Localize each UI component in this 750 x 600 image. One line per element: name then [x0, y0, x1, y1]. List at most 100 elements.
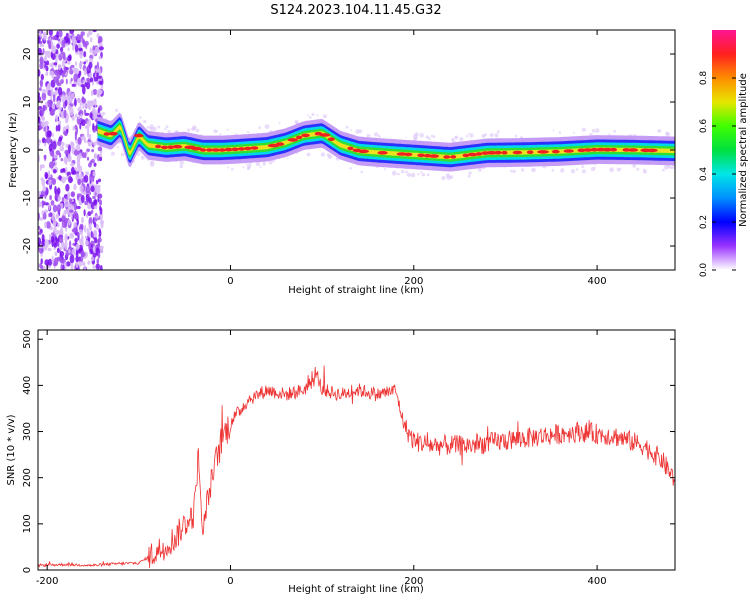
- halo-speck: [262, 161, 267, 166]
- halo-speck: [558, 131, 562, 134]
- halo-speck: [268, 160, 273, 165]
- noise-speck: [94, 186, 99, 193]
- noise-speck: [57, 100, 61, 108]
- noise-speck: [93, 76, 98, 82]
- noise-speck: [55, 125, 59, 132]
- noise-speck: [74, 213, 78, 220]
- y-tick-label: 400: [22, 376, 33, 395]
- noise-speck: [96, 258, 100, 264]
- noise-speck: [98, 178, 101, 183]
- noise-speck: [100, 84, 104, 89]
- halo-speck: [320, 152, 326, 157]
- halo-speck: [120, 152, 125, 157]
- halo-speck: [391, 170, 397, 176]
- noise-speck: [57, 140, 62, 147]
- halo-speck: [570, 169, 576, 174]
- noise-speck: [89, 133, 92, 141]
- halo-speck: [278, 122, 281, 125]
- halo-speck: [294, 119, 299, 124]
- halo-speck: [468, 171, 472, 175]
- noise-speck: [73, 183, 77, 191]
- noise-speck: [69, 198, 72, 204]
- ridge-peak: [155, 144, 162, 149]
- noise-speck: [73, 221, 77, 228]
- noise-speck: [65, 176, 69, 181]
- noise-speck: [79, 50, 83, 59]
- noise-speck: [93, 221, 97, 228]
- noise-speck: [85, 43, 88, 50]
- noise-speck: [83, 109, 87, 114]
- noise-speck: [69, 30, 75, 34]
- noise-speck: [41, 116, 45, 121]
- halo-speck: [377, 134, 381, 138]
- halo-speck: [400, 169, 405, 174]
- halo-speck: [459, 137, 464, 142]
- noise-speck: [74, 132, 77, 142]
- noise-speck: [83, 51, 87, 58]
- noise-speck: [39, 217, 44, 221]
- noise-speck: [48, 213, 52, 218]
- halo-speck: [349, 167, 352, 170]
- noise-speck: [85, 186, 91, 194]
- noise-speck: [52, 140, 57, 150]
- noise-speck: [39, 194, 44, 198]
- noise-speck: [68, 218, 71, 226]
- noise-speck: [56, 43, 60, 49]
- halo-speck: [662, 168, 665, 172]
- noise-speck: [69, 69, 74, 75]
- noise-speck: [88, 61, 93, 69]
- ridge-peak: [296, 135, 303, 140]
- noise-speck: [38, 47, 42, 56]
- noise-speck: [81, 216, 84, 224]
- colorbar-tick-label: 0.0: [699, 263, 709, 278]
- halo-speck: [581, 127, 587, 132]
- ridge-peak: [319, 133, 331, 137]
- noise-speck: [70, 141, 75, 148]
- noise-speck: [95, 215, 100, 219]
- noise-speck: [56, 247, 60, 253]
- halo-speck: [345, 125, 349, 129]
- noise-speck: [70, 93, 75, 99]
- noise-speck: [49, 63, 53, 67]
- noise-speck: [44, 239, 50, 248]
- colorbar-tick-label: 0.8: [699, 71, 709, 86]
- noise-speck: [82, 261, 86, 267]
- noise-speck: [93, 205, 98, 210]
- noise-speck: [93, 72, 96, 79]
- noise-speck: [92, 265, 97, 269]
- noise-speck: [38, 107, 41, 111]
- ridge-peak: [404, 152, 413, 157]
- colorbar-tick-label: 0.4: [699, 167, 709, 182]
- noise-speck: [38, 237, 42, 246]
- noise-speck: [97, 240, 100, 249]
- noise-speck: [74, 237, 78, 243]
- noise-speck: [58, 235, 64, 244]
- halo-speck: [613, 129, 616, 133]
- noise-speck: [61, 141, 65, 147]
- noise-speck: [82, 98, 87, 104]
- noise-speck: [41, 88, 47, 94]
- noise-speck: [62, 264, 65, 270]
- noise-speck: [49, 98, 53, 108]
- noise-speck: [50, 235, 55, 244]
- halo-speck: [616, 167, 621, 172]
- noise-speck: [76, 98, 81, 103]
- ridge-peak: [501, 150, 508, 155]
- halo-speck: [326, 153, 330, 157]
- halo-speck: [329, 154, 332, 157]
- noise-speck: [45, 125, 48, 133]
- snr-frame: [37, 329, 676, 571]
- noise-speck: [48, 40, 52, 49]
- noise-speck: [94, 46, 100, 54]
- noise-speck: [49, 233, 52, 240]
- noise-speck: [45, 65, 49, 72]
- noise-speck: [77, 136, 82, 145]
- noise-speck: [98, 186, 101, 193]
- noise-speck: [64, 241, 68, 250]
- noise-speck: [41, 178, 46, 187]
- noise-speck: [72, 125, 75, 131]
- noise-speck: [71, 248, 76, 256]
- noise-speck: [77, 78, 82, 87]
